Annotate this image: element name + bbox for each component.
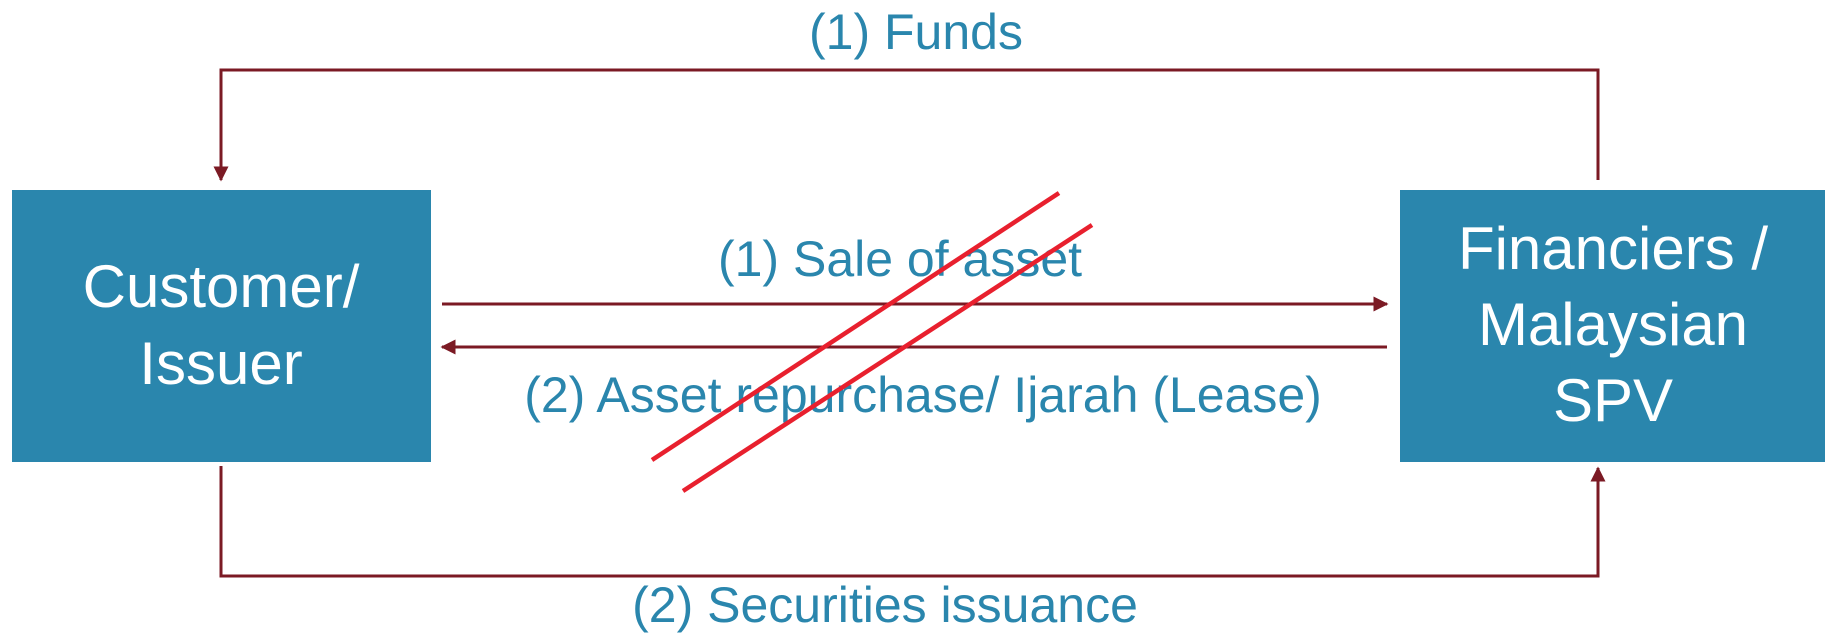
arrow bbox=[213, 68, 1600, 182]
edge-label: (1) Sale of asset bbox=[718, 231, 1082, 287]
edge-label: (1) Funds bbox=[809, 4, 1023, 60]
node-label: Issuer bbox=[139, 330, 302, 397]
node-box bbox=[1400, 190, 1825, 462]
node-label: Malaysian bbox=[1478, 291, 1748, 358]
edge-label: (2) Securities issuance bbox=[632, 577, 1138, 633]
node-label: SPV bbox=[1553, 367, 1673, 434]
node-box bbox=[12, 190, 431, 462]
strike-line bbox=[681, 223, 1094, 493]
strike-line bbox=[650, 191, 1061, 462]
node-label: Customer/ bbox=[83, 253, 360, 320]
edge-label: (2) Asset repurchase/ Ijarah (Lease) bbox=[524, 367, 1322, 423]
node-label: Financiers / bbox=[1458, 215, 1768, 282]
arrow bbox=[219, 466, 1606, 578]
